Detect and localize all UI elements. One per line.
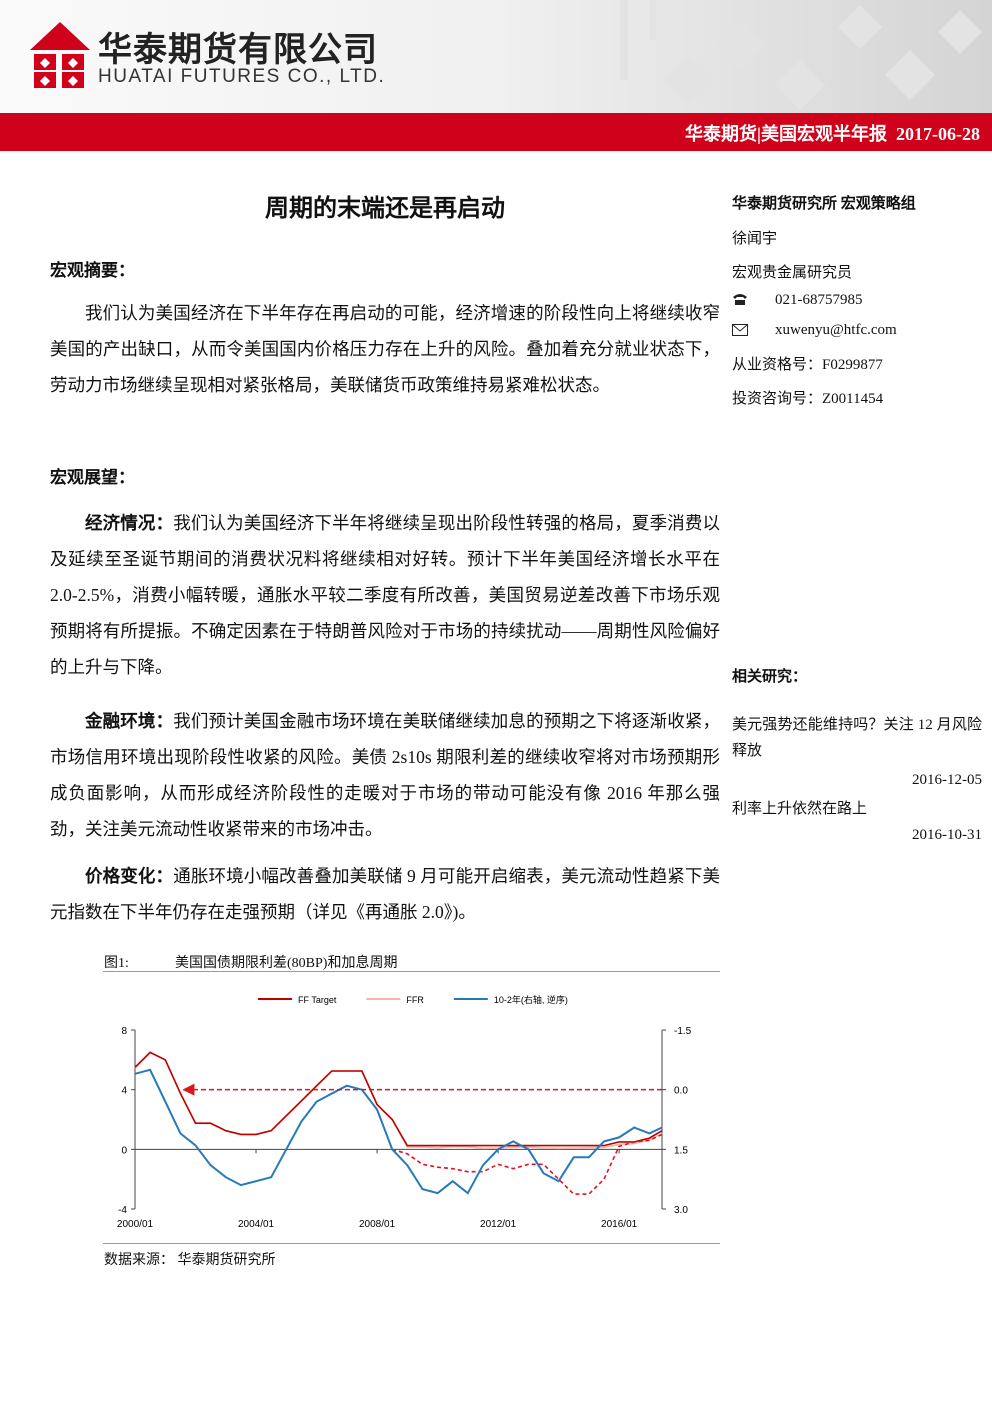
series-line [391,1133,663,1195]
x-tick-label: 2000/01 [117,1219,154,1230]
paragraph-text: 我们预计美国金融市场环境在美联储继续加息的预期之下将逐渐收紧，市场信用环境出现阶… [50,711,721,839]
company-cn: 华泰期货有限公司 [98,30,378,70]
lead: 经济情况： [85,513,174,533]
x-tick-label: 2016/01 [601,1219,638,1230]
header-art [30,0,982,110]
outlook-paragraph: 价格变化：通胀环境小幅改善叠加美联储 9 月可能开启缩表，美元流动性趋紧下美元指… [50,858,720,930]
outlook-heading: 宏观展望： [50,468,135,487]
figure-label: 图1: [104,956,129,971]
rule [103,1243,720,1244]
series-line [134,1051,663,1147]
author: 徐闻宇 [732,231,778,247]
license: 从业资格号：F0299877 [732,357,883,373]
company-en: HUATAI FUTURES CO., LTD. [98,66,386,87]
y2-tick-label: 3.0 [674,1205,688,1216]
related-title: 利率上升依然在路上 [732,801,868,817]
legend-label: FF Target [298,995,337,1005]
series-line [134,1068,663,1195]
chart: -4 0 4 8 3.0 1.5 0.0 -1.5 2000/01 2004/01 2008/01 2… [117,994,692,1230]
x-tick-label: 2004/01 [238,1219,275,1230]
report-date: 2017-06-28 [896,124,980,144]
related-title: 美元强势还能维持吗？关注 12 月风险释放 [732,717,982,759]
bar-text: 华泰期货|美国宏观半年报 2017-06-28 [685,120,980,146]
abstract-text: 我们认为美国经济在下半年存在再启动的可能，经济增速的阶段性向上将继续收窄美国的产… [50,303,720,395]
role: 宏观贵金属研究员 [732,265,853,281]
org: 华泰期货研究所 宏观策略组 [732,196,916,212]
abstract-heading: 宏观摘要： [50,261,135,280]
lead: 价格变化： [85,866,174,886]
rule [103,971,720,972]
y2-tick-label: -1.5 [674,1026,692,1037]
related-date: 2016-10-31 [912,827,982,843]
y-tick-label: -4 [118,1205,127,1216]
phone: 021-68757985 [775,292,863,308]
phone-icon [733,294,747,305]
legend-label: 10-2年(右轴, 逆序) [494,994,568,1005]
y-tick-label: 0 [121,1145,127,1156]
related-heading: 相关研究： [732,669,808,685]
y-tick-label: 4 [121,1086,127,1097]
x-tick-label: 2012/01 [480,1219,517,1230]
y2-tick-label: 1.5 [674,1145,688,1156]
email: xuwenyu@htfc.com [775,322,897,338]
legend-label: FFR [406,995,424,1005]
lead: 金融环境： [85,711,174,731]
doc-title: 周期的末端还是再启动 [265,196,505,222]
report-name: 华泰期货|美国宏观半年报 [685,124,887,144]
series-line [134,1051,663,1150]
outlook-paragraph: 金融环境：我们预计美国金融市场环境在美联储继续加息的预期之下将逐渐收紧，市场信用… [50,703,720,847]
paragraph-text: 通胀环境小幅改善叠加美联储 9 月可能开启缩表，美元流动性趋紧下美元指数在下半年… [50,866,721,922]
figure-source: 数据来源： 华泰期货研究所 [104,1253,276,1268]
figure-caption: 美国国债期限利差(80BP)和加息周期 [175,956,398,971]
y-tick-label: 8 [121,1026,127,1037]
paragraph-text: 我们认为美国经济下半年将继续呈现出阶段性转强的格局，夏季消费以及延续至圣诞节期间… [50,513,721,677]
y2-tick-label: 0.0 [674,1086,688,1097]
email-icon [732,324,748,336]
red-bar [0,113,992,151]
outlook-paragraph: 经济情况：我们认为美国经济下半年将继续呈现出阶段性转强的格局，夏季消费以及延续至… [50,505,720,685]
x-tick-label: 2008/01 [359,1219,396,1230]
header-band [0,0,992,113]
related-date: 2016-12-05 [912,772,982,788]
consult: 投资咨询号：Z0011454 [732,391,884,407]
